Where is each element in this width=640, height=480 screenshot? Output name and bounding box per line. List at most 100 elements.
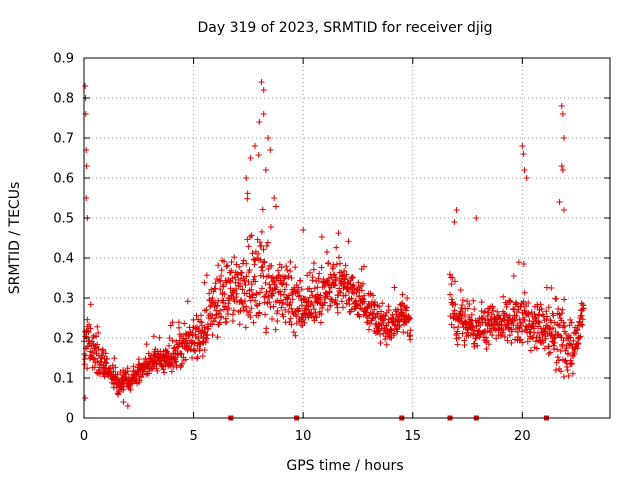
data-point bbox=[561, 296, 568, 303]
data-point bbox=[316, 270, 323, 277]
data-point bbox=[318, 233, 325, 240]
data-point bbox=[227, 285, 234, 292]
data-point bbox=[223, 263, 230, 270]
data-point bbox=[342, 276, 349, 283]
data-point bbox=[315, 278, 322, 285]
data-point bbox=[454, 341, 461, 348]
data-point bbox=[358, 287, 365, 294]
data-point bbox=[333, 244, 340, 251]
data-point bbox=[270, 290, 277, 297]
data-point bbox=[184, 298, 191, 305]
data-point bbox=[388, 327, 395, 334]
data-point bbox=[169, 337, 176, 344]
data-point bbox=[95, 345, 102, 352]
data-point bbox=[225, 300, 232, 307]
data-point bbox=[350, 282, 357, 289]
data-point bbox=[204, 331, 211, 338]
data-point bbox=[256, 300, 263, 307]
data-point bbox=[194, 354, 201, 361]
data-point bbox=[236, 263, 243, 270]
data-point bbox=[313, 314, 320, 321]
data-point bbox=[349, 274, 356, 281]
data-point bbox=[516, 316, 523, 323]
data-point bbox=[403, 304, 410, 311]
data-point bbox=[218, 267, 225, 274]
data-point bbox=[335, 254, 342, 261]
data-point bbox=[333, 261, 340, 268]
data-point bbox=[318, 264, 325, 271]
data-point bbox=[81, 361, 88, 368]
data-point bbox=[396, 313, 403, 320]
data-point bbox=[324, 293, 331, 300]
data-point bbox=[169, 319, 176, 326]
data-point bbox=[266, 281, 273, 288]
data-point bbox=[391, 284, 398, 291]
data-point bbox=[500, 327, 507, 334]
data-point bbox=[578, 321, 585, 328]
data-point bbox=[277, 277, 284, 284]
data-point bbox=[216, 277, 223, 284]
data-point bbox=[218, 313, 225, 320]
data-point bbox=[312, 309, 319, 316]
data-point bbox=[504, 337, 511, 344]
data-point bbox=[557, 322, 564, 329]
y-tick-label: 0 bbox=[66, 412, 74, 427]
data-point bbox=[220, 297, 227, 304]
data-point bbox=[272, 326, 279, 333]
data-point bbox=[212, 315, 219, 322]
data-point bbox=[292, 264, 299, 271]
data-point bbox=[332, 282, 339, 289]
data-point bbox=[289, 296, 296, 303]
data-point bbox=[451, 219, 458, 225]
data-point bbox=[543, 308, 550, 315]
data-point bbox=[244, 190, 251, 197]
data-point bbox=[549, 325, 556, 332]
data-point bbox=[256, 309, 263, 316]
data-point bbox=[84, 365, 91, 372]
data-point bbox=[248, 305, 255, 312]
data-point bbox=[248, 286, 255, 293]
data-point bbox=[102, 359, 109, 366]
data-point bbox=[503, 301, 510, 308]
y-tick-label: 0.9 bbox=[53, 52, 74, 67]
data-point bbox=[248, 281, 255, 288]
data-point bbox=[324, 306, 331, 313]
data-point bbox=[243, 273, 250, 280]
data-point bbox=[403, 319, 410, 326]
data-point bbox=[554, 354, 561, 361]
data-point bbox=[500, 315, 507, 322]
data-point bbox=[566, 340, 573, 347]
data-point bbox=[249, 250, 256, 257]
data-point bbox=[574, 326, 581, 333]
data-point bbox=[209, 312, 216, 319]
data-point bbox=[478, 299, 485, 306]
data-point bbox=[515, 333, 522, 340]
data-point bbox=[276, 272, 283, 279]
data-point bbox=[375, 326, 382, 333]
data-point bbox=[203, 306, 210, 313]
data-point bbox=[342, 262, 349, 269]
data-point bbox=[87, 325, 94, 332]
data-point bbox=[89, 338, 96, 345]
data-point bbox=[267, 224, 274, 231]
data-point bbox=[295, 293, 302, 300]
data-point bbox=[278, 304, 285, 311]
data-point bbox=[287, 315, 294, 322]
data-point bbox=[507, 298, 514, 305]
data-point bbox=[371, 298, 378, 305]
data-point bbox=[520, 151, 527, 157]
data-point bbox=[296, 292, 303, 299]
y-tick-label: 0.2 bbox=[53, 332, 74, 347]
data-point bbox=[448, 281, 455, 288]
data-point bbox=[364, 305, 371, 312]
data-point bbox=[326, 289, 333, 296]
data-point bbox=[280, 313, 287, 320]
data-point bbox=[452, 301, 459, 308]
data-point bbox=[272, 203, 279, 210]
data-point bbox=[84, 316, 91, 323]
data-point bbox=[555, 305, 562, 312]
y-tick-label: 0.5 bbox=[53, 212, 74, 227]
data-point bbox=[290, 329, 297, 336]
data-point bbox=[297, 277, 304, 284]
data-point bbox=[545, 304, 552, 311]
